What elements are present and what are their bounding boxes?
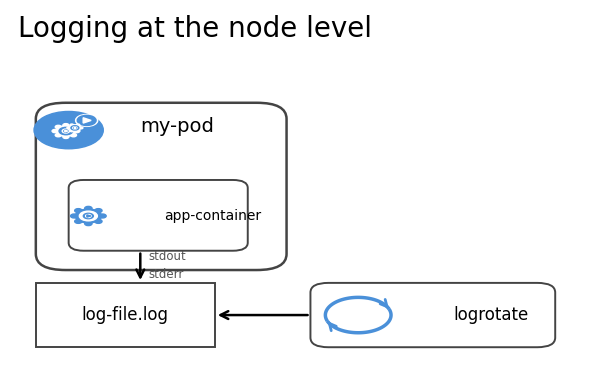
Circle shape [56, 125, 61, 129]
Circle shape [34, 111, 103, 149]
Circle shape [76, 114, 98, 126]
Circle shape [73, 127, 76, 129]
Circle shape [56, 134, 61, 137]
Circle shape [75, 220, 82, 223]
Circle shape [85, 222, 92, 226]
Text: logrotate: logrotate [454, 306, 529, 324]
Circle shape [95, 220, 102, 223]
Circle shape [64, 130, 68, 132]
Text: stdout
stderr: stdout stderr [148, 250, 186, 281]
Circle shape [75, 209, 82, 212]
Circle shape [70, 214, 78, 218]
Circle shape [52, 129, 58, 133]
Circle shape [59, 128, 73, 135]
Circle shape [99, 214, 106, 218]
Circle shape [63, 135, 69, 138]
Circle shape [77, 115, 96, 126]
Circle shape [70, 134, 76, 137]
Circle shape [69, 125, 81, 131]
Text: Logging at the node level: Logging at the node level [18, 15, 372, 43]
Text: my-pod: my-pod [140, 117, 214, 137]
Circle shape [76, 130, 80, 132]
Circle shape [73, 127, 77, 129]
Polygon shape [87, 215, 91, 217]
Circle shape [84, 213, 93, 219]
Circle shape [85, 215, 91, 217]
Polygon shape [83, 118, 91, 123]
Circle shape [70, 124, 73, 126]
Bar [36, 283, 215, 347]
Circle shape [75, 209, 101, 223]
Circle shape [85, 206, 92, 210]
Circle shape [67, 127, 70, 129]
Circle shape [71, 126, 79, 130]
Text: app-container: app-container [164, 209, 261, 223]
Circle shape [79, 211, 97, 221]
Circle shape [70, 130, 73, 132]
Text: log-file.log: log-file.log [82, 306, 169, 324]
FancyBboxPatch shape [69, 180, 248, 251]
Circle shape [73, 129, 79, 133]
Circle shape [70, 125, 76, 129]
FancyBboxPatch shape [310, 283, 555, 347]
Circle shape [63, 124, 69, 127]
Circle shape [76, 124, 80, 126]
Circle shape [95, 209, 102, 212]
Circle shape [56, 126, 76, 137]
FancyBboxPatch shape [36, 103, 287, 270]
Circle shape [79, 127, 83, 129]
Polygon shape [65, 130, 67, 132]
Circle shape [62, 129, 70, 133]
